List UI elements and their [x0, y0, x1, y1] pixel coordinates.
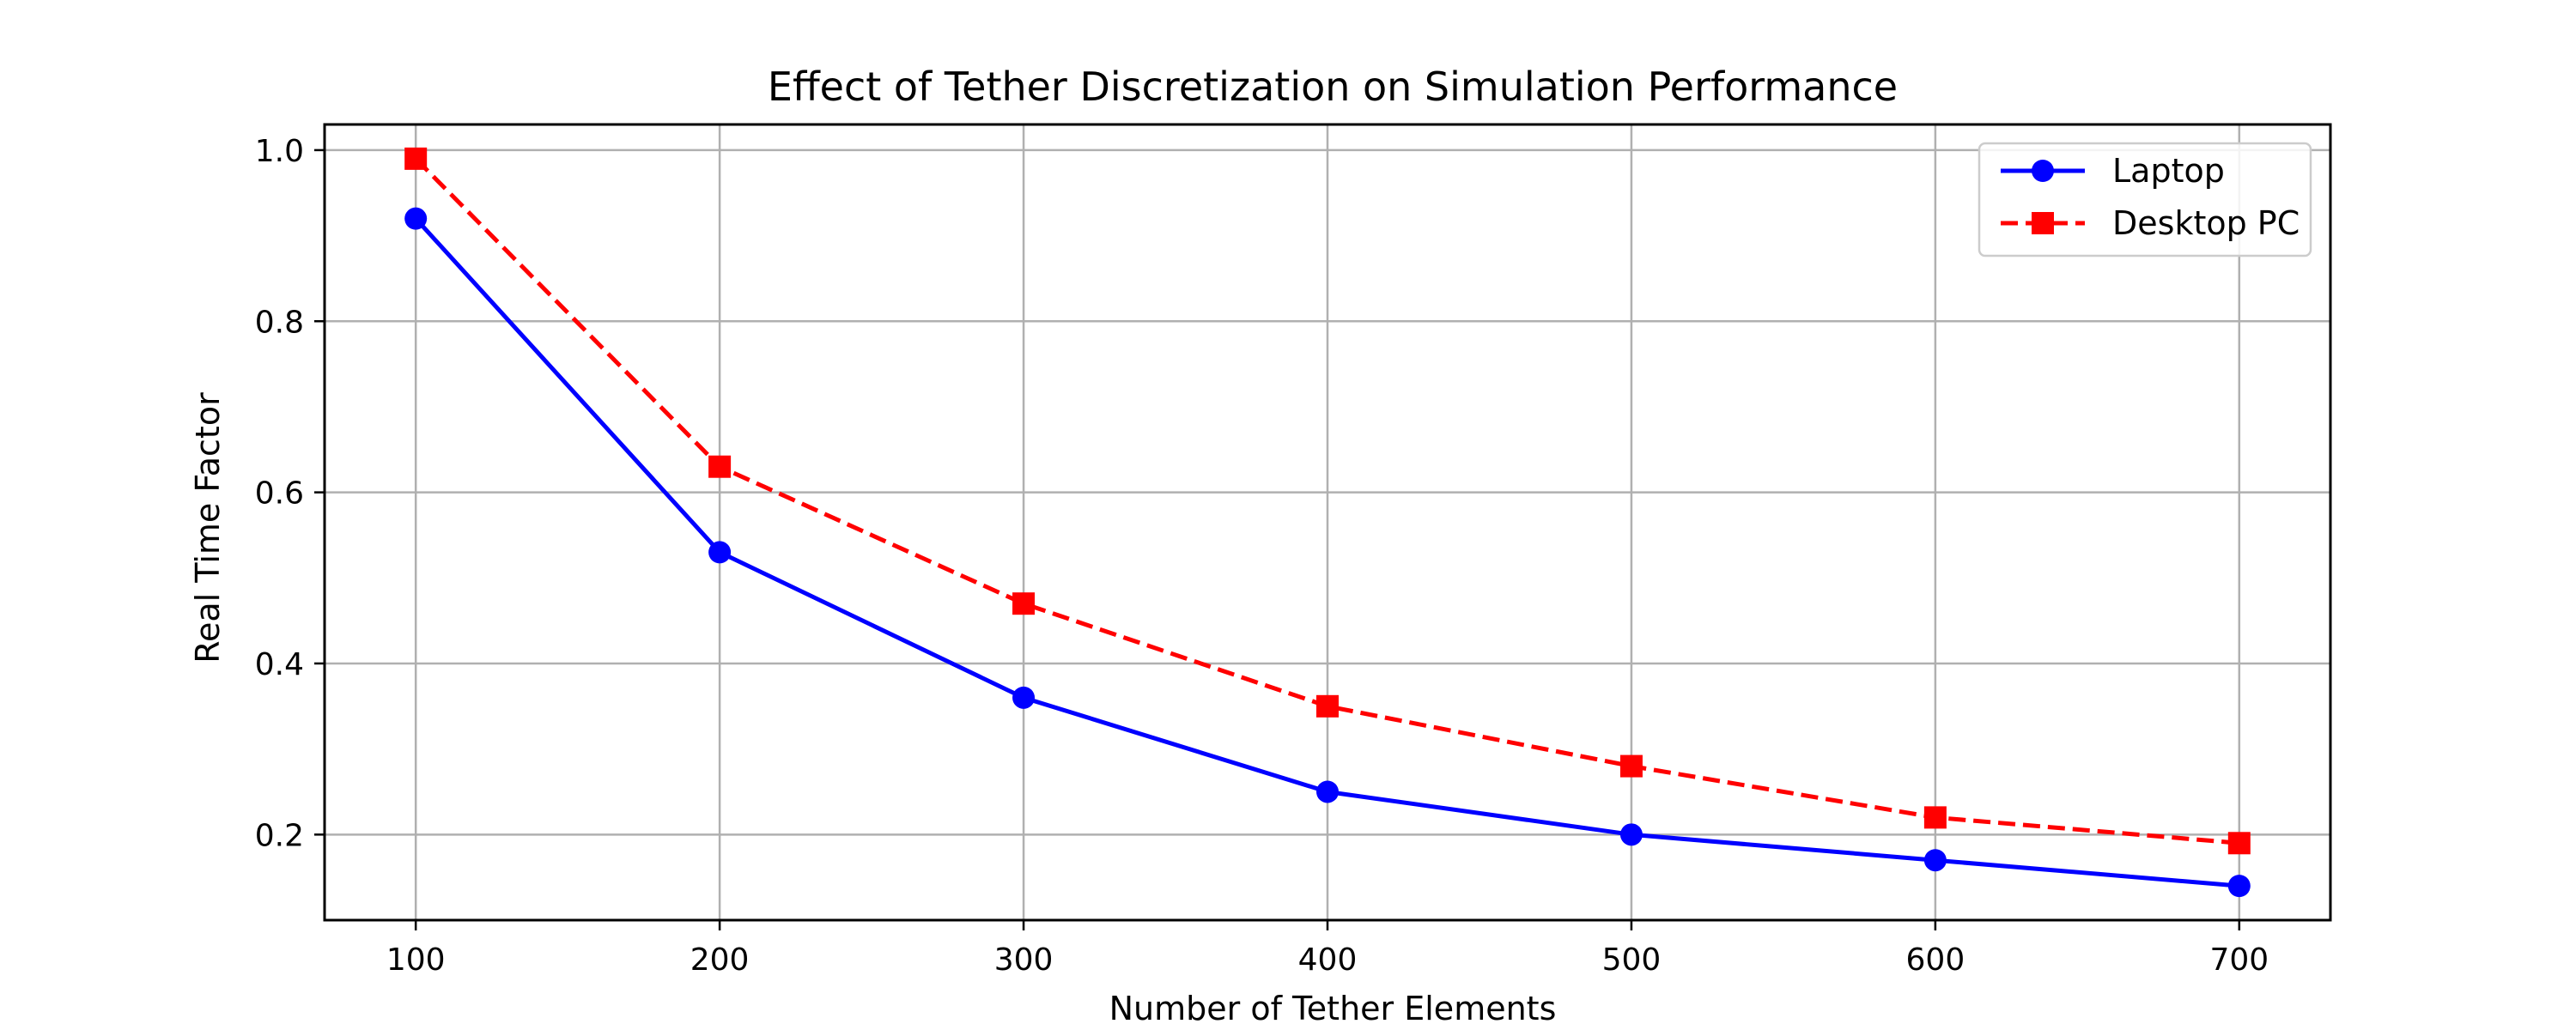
data-point-laptop: [2227, 875, 2251, 898]
data-point-desktop-pc: [2227, 832, 2251, 855]
y-tick-label: 0.8: [255, 305, 304, 340]
data-point-laptop: [1316, 780, 1339, 803]
legend-label-laptop: Laptop: [2112, 152, 2225, 190]
data-point-desktop-pc: [708, 455, 732, 478]
y-tick-label: 0.4: [255, 647, 304, 682]
y-tick-label: 0.6: [255, 476, 304, 512]
legend-marker-laptop: [2032, 160, 2054, 182]
data-point-laptop: [708, 541, 732, 564]
series-group: [404, 147, 2251, 898]
data-point-laptop: [1923, 849, 1947, 872]
chart-title: Effect of Tether Discretization on Simul…: [768, 64, 1898, 110]
y-axis-label: Real Time Factor: [189, 392, 227, 663]
data-point-desktop-pc: [1316, 694, 1339, 718]
data-point-laptop: [1619, 823, 1643, 846]
x-tick-label: 100: [386, 942, 446, 978]
data-point-laptop: [1012, 686, 1036, 709]
data-point-desktop-pc: [1619, 754, 1643, 778]
x-tick-label: 600: [1906, 942, 1965, 978]
y-tick-label: 0.2: [255, 818, 304, 853]
x-tick-label: 300: [994, 942, 1054, 978]
x-tick-label: 200: [690, 942, 750, 978]
data-point-desktop-pc: [1923, 806, 1947, 829]
x-tick-label: 700: [2209, 942, 2269, 978]
legend-marker-desktop-pc: [2032, 212, 2054, 234]
data-point-laptop: [404, 207, 428, 230]
data-point-desktop-pc: [1012, 592, 1036, 615]
y-tick-label: 1.0: [255, 134, 304, 169]
ticks: 100 200 300 400 500 600 700 0.2 0.4 0.6 0.8 1.0: [255, 134, 2269, 978]
x-tick-label: 400: [1298, 942, 1358, 978]
x-axis-label: Number of Tether Elements: [1109, 990, 1557, 1027]
x-tick-label: 500: [1602, 942, 1662, 978]
data-point-desktop-pc: [404, 147, 428, 170]
legend: Laptop Desktop PC: [1978, 142, 2312, 258]
legend-label-desktop-pc: Desktop PC: [2112, 204, 2300, 242]
